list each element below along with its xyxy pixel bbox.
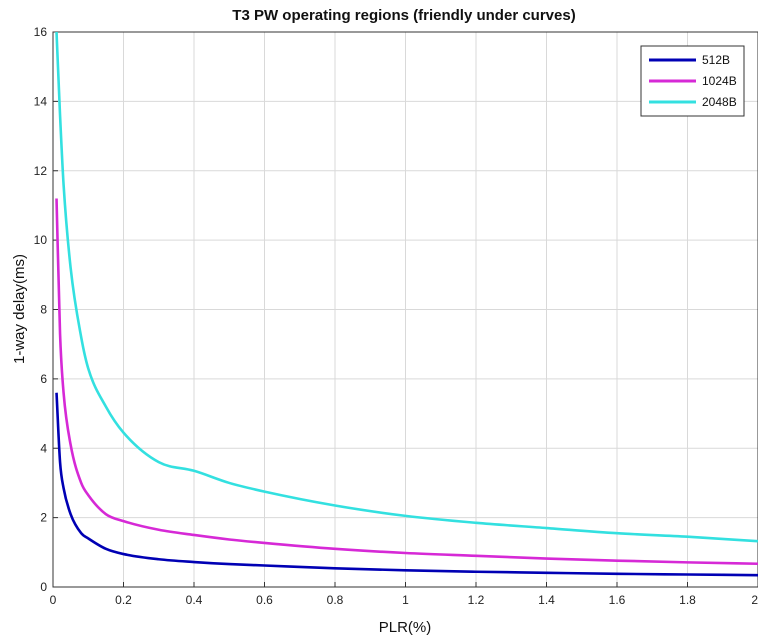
- x-axis-ticks: 0 0.2 0.4 0.6 0.8 1 1.2 1.4 1.6 1.8 2: [50, 582, 758, 607]
- y-tick-label: 4: [40, 441, 47, 455]
- x-tick-label: 1.6: [609, 593, 626, 607]
- y-tick-label: 12: [34, 164, 48, 178]
- y-tick-label: 16: [34, 25, 48, 39]
- y-tick-label: 2: [40, 511, 47, 525]
- y-tick-label: 6: [40, 372, 47, 386]
- x-tick-label: 0.6: [256, 593, 273, 607]
- series-line-512b: [55, 392, 758, 577]
- legend-label: 2048B: [702, 95, 737, 109]
- x-tick-label: 0: [50, 593, 57, 607]
- series-line-2048b: [55, 31, 758, 543]
- legend: 512B 1024B 2048B: [640, 45, 745, 117]
- x-tick-label: 1.8: [679, 593, 696, 607]
- series-line-1024b: [55, 198, 758, 566]
- x-tick-label: 1.4: [538, 593, 555, 607]
- y-tick-label: 14: [34, 94, 48, 108]
- chart-title: T3 PW operating regions (friendly under …: [232, 7, 575, 24]
- y-tick-label: 0: [40, 580, 47, 594]
- x-tick-label: 0.4: [186, 593, 203, 607]
- x-tick-label: 1: [402, 593, 409, 607]
- series-lines: [55, 31, 758, 577]
- x-axis-label: PLR(%): [379, 619, 432, 636]
- y-tick-label: 8: [40, 303, 47, 317]
- y-axis-label: 1-way delay(ms): [11, 254, 28, 364]
- x-tick-label: 0.2: [115, 593, 132, 607]
- x-tick-label: 0.8: [327, 593, 344, 607]
- legend-label: 512B: [702, 53, 730, 67]
- x-tick-label: 1.2: [468, 593, 485, 607]
- y-axis-ticks: 0 2 4 6 8 10 12 14 16: [34, 25, 58, 594]
- y-tick-label: 10: [34, 233, 48, 247]
- x-tick-label: 2: [751, 593, 758, 607]
- legend-label: 1024B: [702, 74, 737, 88]
